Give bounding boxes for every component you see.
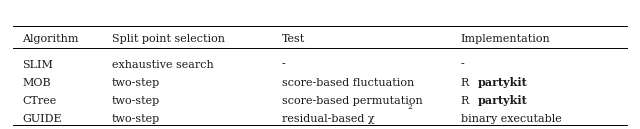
Text: -: - <box>282 59 285 70</box>
Text: CTree: CTree <box>22 96 57 106</box>
Text: -: - <box>461 59 465 70</box>
Text: binary executable: binary executable <box>461 114 561 124</box>
Text: partykit: partykit <box>477 77 527 88</box>
Text: GUIDE: GUIDE <box>22 114 62 124</box>
Text: Split point selection: Split point selection <box>112 34 225 44</box>
Text: two-step: two-step <box>112 78 160 88</box>
Text: exhaustive search: exhaustive search <box>112 59 214 70</box>
Text: Implementation: Implementation <box>461 34 550 44</box>
Text: two-step: two-step <box>112 96 160 106</box>
Text: score-based fluctuation: score-based fluctuation <box>282 78 414 88</box>
Text: SLIM: SLIM <box>22 59 53 70</box>
Text: Test: Test <box>282 34 305 44</box>
Text: Algorithm: Algorithm <box>22 34 79 44</box>
Text: MOB: MOB <box>22 78 51 88</box>
Text: 2: 2 <box>407 103 412 111</box>
Text: R: R <box>461 78 471 88</box>
Text: two-step: two-step <box>112 114 160 124</box>
Text: R: R <box>461 96 471 106</box>
Text: residual-based χ: residual-based χ <box>282 114 374 124</box>
Text: partykit: partykit <box>477 95 527 106</box>
Text: score-based permutation: score-based permutation <box>282 96 422 106</box>
